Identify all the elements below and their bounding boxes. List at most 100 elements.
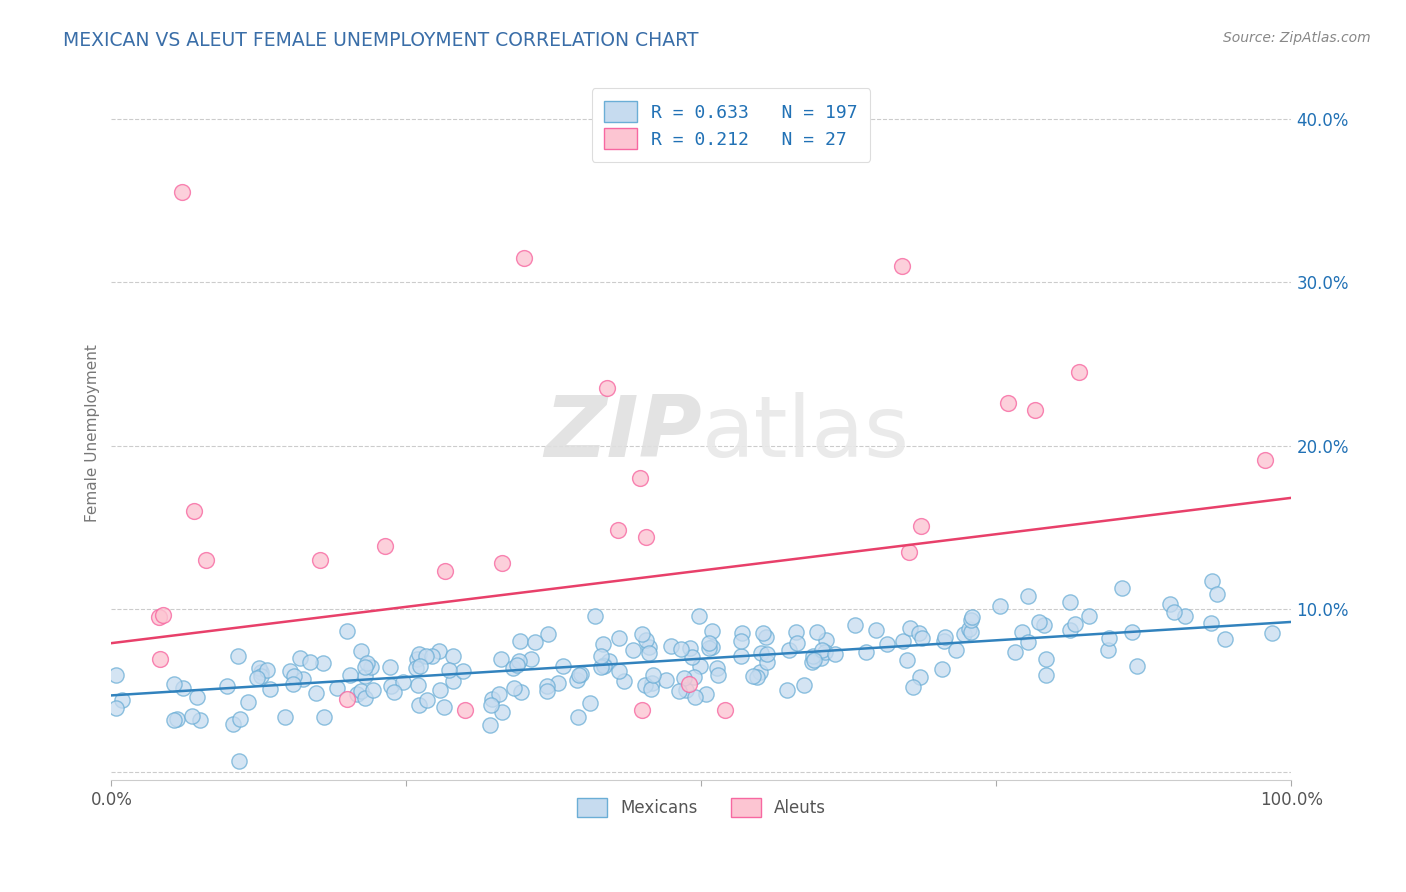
Point	[250, 668, 273, 682]
Point	[596, 381, 619, 395]
Point	[309, 552, 332, 566]
Point	[747, 669, 769, 683]
Point	[172, 186, 194, 200]
Point	[406, 652, 429, 666]
Point	[932, 634, 955, 648]
Point	[751, 625, 773, 640]
Point	[960, 625, 983, 640]
Point	[104, 701, 127, 715]
Point	[405, 661, 427, 675]
Point	[1063, 616, 1085, 631]
Point	[953, 627, 976, 641]
Point	[437, 663, 460, 677]
Point	[1011, 625, 1033, 640]
Text: ZIP: ZIP	[544, 392, 702, 475]
Point	[908, 670, 931, 684]
Point	[222, 716, 245, 731]
Point	[567, 673, 589, 688]
Text: Source: ZipAtlas.com: Source: ZipAtlas.com	[1223, 31, 1371, 45]
Point	[659, 639, 682, 653]
Point	[569, 667, 592, 681]
Point	[339, 668, 361, 682]
Point	[311, 657, 333, 671]
Point	[700, 624, 723, 638]
Point	[679, 641, 702, 656]
Point	[354, 660, 377, 674]
Point	[392, 675, 415, 690]
Point	[408, 647, 430, 661]
Point	[280, 664, 302, 678]
Point	[756, 656, 779, 670]
Point	[607, 665, 630, 679]
Point	[1174, 609, 1197, 624]
Point	[1017, 635, 1039, 649]
Point	[1159, 597, 1181, 611]
Point	[1067, 365, 1090, 379]
Point	[226, 648, 249, 663]
Point	[1126, 659, 1149, 673]
Point	[1213, 632, 1236, 646]
Point	[654, 673, 676, 687]
Point	[229, 712, 252, 726]
Point	[408, 698, 430, 712]
Point	[228, 754, 250, 768]
Point	[591, 659, 613, 673]
Point	[111, 693, 134, 707]
Point	[593, 658, 616, 673]
Point	[702, 640, 724, 655]
Point	[336, 691, 359, 706]
Point	[865, 624, 887, 638]
Point	[524, 635, 547, 649]
Point	[706, 661, 728, 675]
Point	[896, 653, 918, 667]
Point	[592, 637, 614, 651]
Point	[898, 545, 921, 559]
Point	[876, 637, 898, 651]
Point	[536, 679, 558, 693]
Point	[824, 647, 846, 661]
Point	[741, 668, 763, 682]
Point	[699, 640, 721, 655]
Point	[631, 703, 654, 717]
Point	[479, 698, 502, 712]
Point	[801, 649, 824, 664]
Point	[481, 692, 503, 706]
Point	[378, 660, 401, 674]
Point	[683, 690, 706, 704]
Point	[855, 645, 877, 659]
Point	[354, 691, 377, 706]
Point	[803, 652, 825, 666]
Point	[631, 627, 654, 641]
Point	[811, 643, 834, 657]
Point	[695, 687, 717, 701]
Point	[384, 685, 406, 699]
Point	[806, 624, 828, 639]
Point	[814, 645, 837, 659]
Point	[326, 681, 349, 695]
Point	[903, 680, 925, 694]
Point	[910, 518, 932, 533]
Point	[451, 664, 474, 678]
Text: atlas: atlas	[702, 392, 910, 475]
Point	[1028, 615, 1050, 630]
Point	[844, 617, 866, 632]
Point	[312, 710, 335, 724]
Point	[801, 655, 824, 669]
Point	[104, 668, 127, 682]
Point	[183, 504, 205, 518]
Point	[172, 681, 194, 696]
Point	[579, 696, 602, 710]
Point	[1111, 582, 1133, 596]
Point	[536, 683, 558, 698]
Point	[181, 709, 204, 723]
Point	[997, 396, 1019, 410]
Point	[1033, 618, 1056, 632]
Point	[633, 678, 655, 692]
Point	[298, 655, 321, 669]
Point	[374, 539, 396, 553]
Point	[891, 634, 914, 648]
Point	[681, 650, 703, 665]
Point	[194, 553, 217, 567]
Point	[336, 624, 359, 638]
Point	[1035, 652, 1057, 666]
